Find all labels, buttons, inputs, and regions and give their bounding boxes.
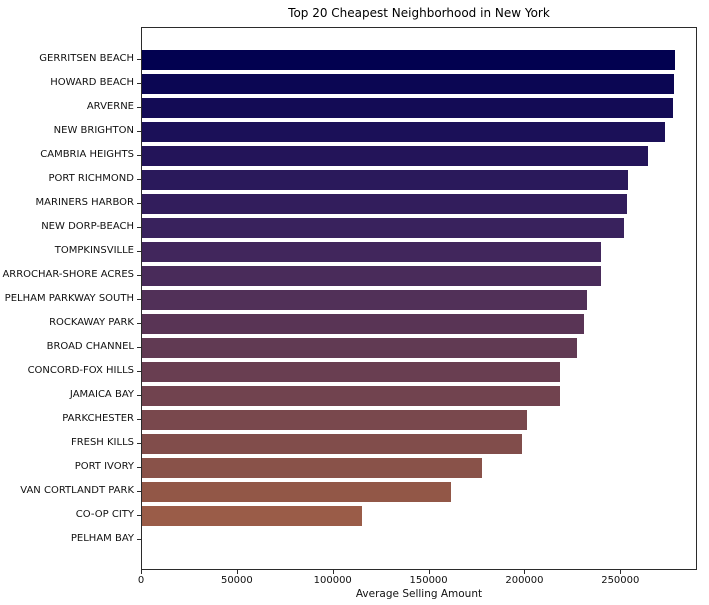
- x-axis-title: Average Selling Amount: [355, 588, 483, 600]
- y-tick-mark: [137, 275, 141, 276]
- y-tick-mark: [137, 59, 141, 60]
- bar: [142, 386, 560, 406]
- y-tick-label: PORT IVORY: [74, 460, 134, 472]
- x-tick-label: 50000: [220, 575, 253, 586]
- x-tick-label: 250000: [601, 575, 640, 586]
- y-tick-mark: [137, 107, 141, 108]
- y-tick-label: TOMPKINSVILLE: [54, 244, 134, 256]
- y-tick-label: PORT RICHMOND: [48, 172, 135, 184]
- y-tick-label: NEW DORP-BEACH: [41, 220, 134, 232]
- bar: [142, 410, 528, 430]
- x-tick-mark: [236, 570, 238, 574]
- y-tick-mark: [137, 443, 141, 444]
- y-tick-label: HOWARD BEACH: [50, 76, 134, 88]
- bar: [142, 506, 363, 526]
- bar: [142, 218, 625, 238]
- bar: [142, 314, 584, 334]
- x-tick-label: 150000: [409, 575, 448, 586]
- y-tick-label: BROAD CHANNEL: [46, 340, 134, 352]
- bar: [142, 50, 675, 70]
- x-tick-mark: [428, 570, 430, 574]
- y-tick-mark: [137, 203, 141, 204]
- y-tick-mark: [137, 179, 141, 180]
- bar: [142, 458, 483, 478]
- bar: [142, 434, 522, 454]
- y-tick-label: CONCORD-FOX HILLS: [27, 364, 134, 376]
- y-tick-mark: [137, 347, 141, 348]
- chart-title: Top 20 Cheapest Neighborhood in New York: [288, 6, 550, 20]
- bar: [142, 74, 675, 94]
- bar: [142, 170, 629, 190]
- y-tick-mark: [137, 467, 141, 468]
- y-tick-label: PELHAM PARKWAY SOUTH: [4, 292, 134, 304]
- bar: [142, 338, 578, 358]
- bar: [142, 482, 451, 502]
- y-tick-label: VAN CORTLANDT PARK: [20, 484, 134, 496]
- bar: [142, 146, 649, 166]
- x-tick-mark: [524, 570, 526, 574]
- bar: [142, 122, 666, 142]
- y-tick-mark: [137, 491, 141, 492]
- bar: [142, 266, 602, 286]
- x-tick-label: 100000: [313, 575, 352, 586]
- y-tick-mark: [137, 227, 141, 228]
- bar: [142, 290, 587, 310]
- bar: [142, 98, 674, 118]
- y-tick-mark: [137, 419, 141, 420]
- bar: [142, 194, 628, 214]
- bar: [142, 362, 560, 382]
- plot-area: [141, 27, 697, 570]
- y-tick-mark: [137, 515, 141, 516]
- x-tick-label: 200000: [505, 575, 544, 586]
- y-tick-label: ARVERNE: [86, 100, 134, 112]
- y-tick-mark: [137, 155, 141, 156]
- x-tick-mark: [141, 570, 142, 574]
- y-tick-label: JAMAICA BAY: [69, 388, 134, 400]
- y-tick-label: NEW BRIGHTON: [53, 124, 134, 136]
- y-tick-mark: [137, 83, 141, 84]
- y-tick-label: CO-OP CITY: [75, 508, 134, 520]
- y-tick-mark: [137, 395, 141, 396]
- y-tick-mark: [137, 299, 141, 300]
- bar: [142, 242, 602, 262]
- y-tick-mark: [137, 323, 141, 324]
- y-tick-label: MARINERS HARBOR: [35, 196, 134, 208]
- y-tick-label: PELHAM BAY: [70, 532, 134, 544]
- x-tick-label: 0: [137, 575, 145, 586]
- x-tick-mark: [332, 570, 334, 574]
- y-tick-label: CAMBRIA HEIGHTS: [40, 148, 134, 160]
- y-tick-mark: [137, 131, 141, 132]
- y-tick-label: GERRITSEN BEACH: [39, 52, 134, 64]
- y-tick-label: ROCKAWAY PARK: [49, 316, 134, 328]
- y-tick-mark: [137, 251, 141, 252]
- x-tick-mark: [620, 570, 622, 574]
- y-tick-mark: [137, 371, 141, 372]
- y-tick-label: ARROCHAR-SHORE ACRES: [2, 268, 134, 280]
- y-tick-label: FRESH KILLS: [70, 436, 134, 448]
- y-tick-label: PARKCHESTER: [62, 412, 134, 424]
- y-tick-mark: [137, 539, 141, 540]
